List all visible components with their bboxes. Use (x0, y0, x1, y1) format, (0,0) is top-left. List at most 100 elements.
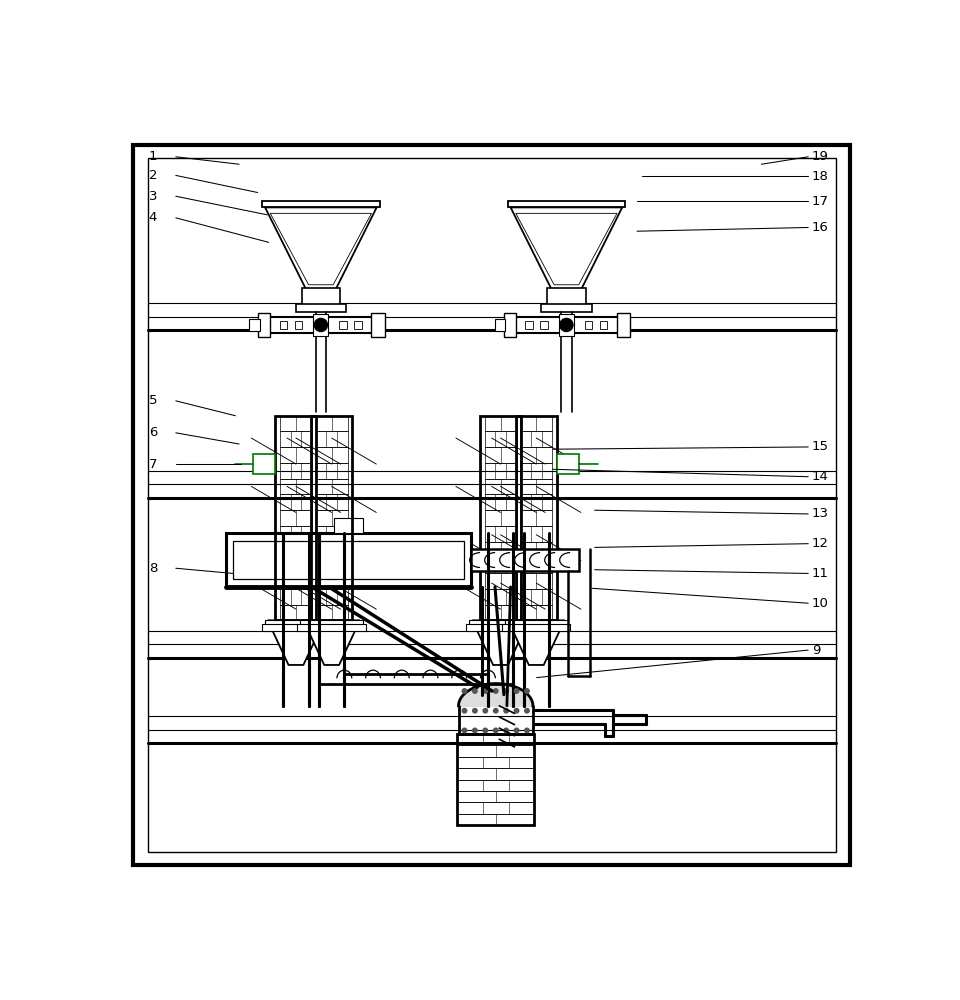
Circle shape (525, 708, 529, 713)
Text: 10: 10 (812, 597, 828, 610)
Bar (250, 319, 260, 331)
Bar (525, 321, 533, 329)
Bar (457, 757, 535, 768)
Bar (485, 479, 516, 494)
Bar (520, 557, 552, 573)
Polygon shape (472, 620, 529, 665)
Text: 9: 9 (812, 644, 820, 657)
Bar (354, 321, 362, 329)
Bar (469, 620, 532, 626)
Circle shape (504, 728, 509, 733)
Bar (258, 313, 271, 337)
Bar (280, 589, 312, 605)
Text: 6: 6 (149, 426, 157, 439)
Bar (541, 304, 591, 312)
Text: 15: 15 (812, 440, 828, 453)
Circle shape (483, 708, 488, 713)
Bar (520, 431, 552, 447)
Bar (280, 542, 312, 557)
Bar (295, 321, 302, 329)
Bar (485, 463, 516, 479)
Bar (520, 447, 552, 463)
Text: 8: 8 (149, 562, 157, 575)
Bar (520, 573, 552, 589)
Circle shape (504, 708, 509, 713)
Bar (298, 624, 366, 631)
Bar (485, 573, 516, 589)
Circle shape (515, 708, 518, 713)
Bar (280, 526, 312, 542)
Circle shape (525, 689, 529, 693)
Text: 12: 12 (812, 537, 828, 550)
Bar (280, 557, 312, 573)
Bar (547, 288, 586, 306)
Circle shape (483, 728, 488, 733)
Bar (520, 494, 552, 510)
Text: 13: 13 (812, 507, 828, 520)
Polygon shape (508, 620, 564, 665)
Bar (457, 734, 535, 825)
Bar (280, 573, 312, 589)
Text: 4: 4 (149, 211, 157, 224)
Bar (485, 416, 516, 431)
Bar (316, 573, 348, 589)
Bar (520, 510, 552, 526)
Polygon shape (268, 620, 324, 665)
Text: 2: 2 (149, 169, 157, 182)
Bar (316, 510, 348, 526)
Bar (520, 526, 552, 542)
Circle shape (515, 689, 518, 693)
Circle shape (314, 318, 327, 332)
Bar (280, 510, 312, 526)
Circle shape (493, 708, 498, 713)
Bar (485, 431, 516, 447)
Bar (316, 605, 348, 620)
Bar (316, 479, 348, 494)
Circle shape (472, 708, 477, 713)
Text: 11: 11 (812, 567, 828, 580)
Polygon shape (265, 207, 376, 289)
Bar (520, 589, 552, 605)
Bar (280, 479, 312, 494)
Bar (316, 416, 348, 431)
Bar (471, 549, 579, 571)
Circle shape (525, 728, 529, 733)
Bar (508, 201, 625, 207)
Bar (457, 814, 535, 825)
Text: 14: 14 (812, 470, 828, 483)
Bar (316, 542, 348, 557)
Bar (280, 605, 312, 620)
Bar (502, 624, 570, 631)
Bar (267, 317, 374, 333)
Bar (467, 624, 535, 631)
Bar (316, 463, 348, 479)
Bar (316, 447, 348, 463)
Bar (557, 454, 579, 474)
Bar (253, 454, 276, 474)
Bar (485, 542, 516, 557)
Bar (485, 589, 516, 605)
Bar (504, 313, 516, 337)
Bar (485, 557, 516, 573)
Bar (457, 745, 535, 757)
Bar (311, 416, 352, 620)
Bar (457, 791, 535, 802)
Bar (457, 780, 535, 791)
Bar (480, 416, 521, 620)
Text: 7: 7 (149, 458, 157, 471)
Bar (600, 321, 608, 329)
Circle shape (493, 728, 498, 733)
Bar (485, 494, 516, 510)
Bar (313, 314, 328, 336)
Polygon shape (459, 684, 533, 706)
Polygon shape (511, 207, 622, 289)
Bar (520, 479, 552, 494)
Bar (280, 321, 287, 329)
Bar (520, 542, 552, 557)
Circle shape (472, 689, 477, 693)
Bar (485, 526, 516, 542)
Circle shape (483, 689, 488, 693)
Bar (296, 304, 347, 312)
Bar (280, 416, 312, 431)
Bar (301, 288, 340, 306)
